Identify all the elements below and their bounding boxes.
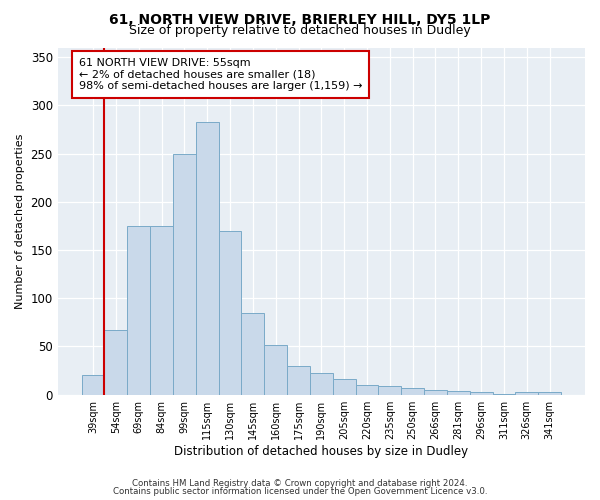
Bar: [264, 344, 287, 395]
Bar: [424, 390, 447, 394]
Title: 61, NORTH VIEW DRIVE, BRIERLEY HILL, DY5 1LP
Size of property relative to detach: 61, NORTH VIEW DRIVE, BRIERLEY HILL, DY5…: [0, 499, 1, 500]
Bar: [538, 392, 561, 394]
Bar: [515, 392, 538, 394]
X-axis label: Distribution of detached houses by size in Dudley: Distribution of detached houses by size …: [174, 444, 469, 458]
Bar: [173, 154, 196, 394]
Bar: [104, 330, 127, 394]
Text: Size of property relative to detached houses in Dudley: Size of property relative to detached ho…: [129, 24, 471, 37]
Bar: [150, 226, 173, 394]
Text: Contains HM Land Registry data © Crown copyright and database right 2024.: Contains HM Land Registry data © Crown c…: [132, 478, 468, 488]
Bar: [379, 386, 401, 394]
Text: 61 NORTH VIEW DRIVE: 55sqm
← 2% of detached houses are smaller (18)
98% of semi-: 61 NORTH VIEW DRIVE: 55sqm ← 2% of detac…: [79, 58, 362, 91]
Bar: [356, 385, 379, 394]
Bar: [470, 392, 493, 394]
Bar: [310, 374, 333, 394]
Bar: [447, 391, 470, 394]
Bar: [333, 380, 356, 394]
Bar: [196, 122, 218, 394]
Bar: [218, 230, 241, 394]
Y-axis label: Number of detached properties: Number of detached properties: [15, 134, 25, 309]
Text: 61, NORTH VIEW DRIVE, BRIERLEY HILL, DY5 1LP: 61, NORTH VIEW DRIVE, BRIERLEY HILL, DY5…: [109, 12, 491, 26]
Text: Contains public sector information licensed under the Open Government Licence v3: Contains public sector information licen…: [113, 487, 487, 496]
Bar: [127, 226, 150, 394]
Bar: [241, 312, 264, 394]
Bar: [287, 366, 310, 394]
Bar: [82, 376, 104, 394]
Bar: [401, 388, 424, 394]
